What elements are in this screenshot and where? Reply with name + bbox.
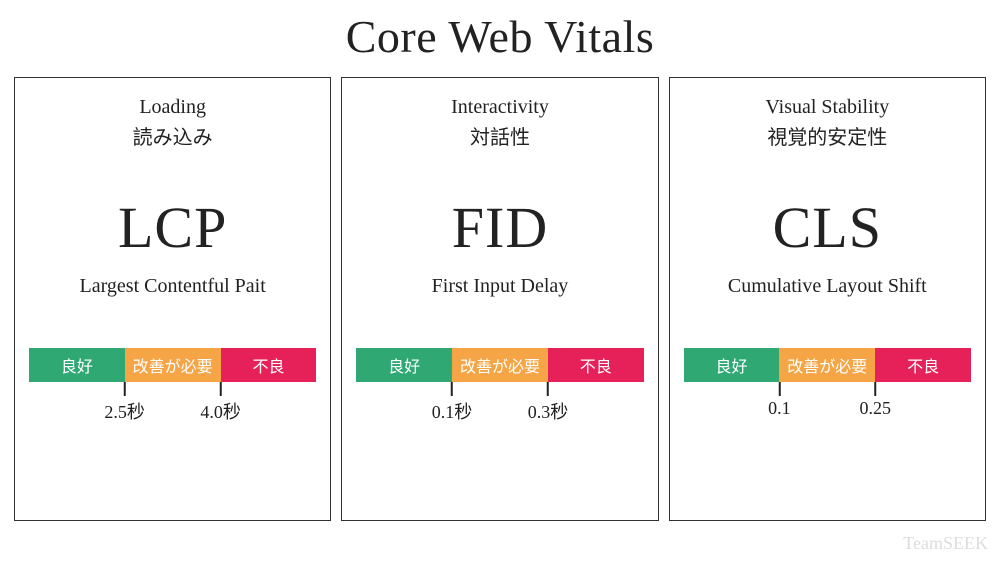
threshold-tick: 4.0秒 [200, 382, 241, 424]
metric-abbrev: LCP [118, 194, 227, 261]
tick-label: 0.3秒 [528, 398, 569, 424]
tick-line [451, 382, 453, 396]
threshold-tick: 2.5秒 [104, 382, 145, 424]
threshold-tick: 0.25 [860, 382, 892, 419]
segment-good: 良好 [356, 348, 452, 382]
threshold-tick: 0.1 [768, 382, 791, 419]
threshold-bar: 良好 改善が必要 不良 0.1 0.25 [684, 348, 971, 422]
cards-container: Loading 読み込み LCP Largest Contentful Pait… [0, 77, 1000, 521]
tick-label: 4.0秒 [200, 398, 241, 424]
tick-line [778, 382, 780, 396]
category-en: Interactivity [451, 96, 549, 119]
segment-needs: 改善が必要 [125, 348, 221, 382]
tick-label: 0.1秒 [432, 398, 473, 424]
segment-needs: 改善が必要 [452, 348, 548, 382]
segment-poor: 不良 [548, 348, 644, 382]
metric-card-fid: Interactivity 対話性 FID First Input Delay … [341, 77, 658, 521]
segment-good: 良好 [29, 348, 125, 382]
category-jp: 対話性 [470, 121, 530, 150]
threshold-tick: 0.3秒 [528, 382, 569, 424]
tick-label: 0.1 [768, 398, 791, 419]
segment-good: 良好 [684, 348, 780, 382]
segment-needs: 改善が必要 [779, 348, 875, 382]
metric-fullname: Cumulative Layout Shift [728, 275, 927, 298]
threshold-tick: 0.1秒 [432, 382, 473, 424]
watermark: TeamSEEK [903, 533, 988, 554]
tick-line [874, 382, 876, 396]
threshold-bar: 良好 改善が必要 不良 2.5秒 4.0秒 [29, 348, 316, 422]
tick-line [124, 382, 126, 396]
category-jp: 視覚的安定性 [767, 121, 887, 150]
category-en: Visual Stability [765, 96, 889, 119]
category-jp: 読み込み [133, 121, 213, 150]
metric-card-cls: Visual Stability 視覚的安定性 CLS Cumulative L… [669, 77, 986, 521]
tick-label: 2.5秒 [104, 398, 145, 424]
metric-fullname: Largest Contentful Pait [80, 275, 266, 298]
metric-fullname: First Input Delay [432, 275, 569, 298]
metric-abbrev: FID [452, 194, 548, 261]
tick-label: 0.25 [860, 398, 892, 419]
category-en: Loading [139, 96, 206, 119]
tick-line [220, 382, 222, 396]
tick-line [547, 382, 549, 396]
page-title: Core Web Vitals [0, 0, 1000, 77]
metric-card-lcp: Loading 読み込み LCP Largest Contentful Pait… [14, 77, 331, 521]
segment-poor: 不良 [875, 348, 971, 382]
metric-abbrev: CLS [773, 194, 882, 261]
segment-poor: 不良 [221, 348, 317, 382]
threshold-bar: 良好 改善が必要 不良 0.1秒 0.3秒 [356, 348, 643, 422]
